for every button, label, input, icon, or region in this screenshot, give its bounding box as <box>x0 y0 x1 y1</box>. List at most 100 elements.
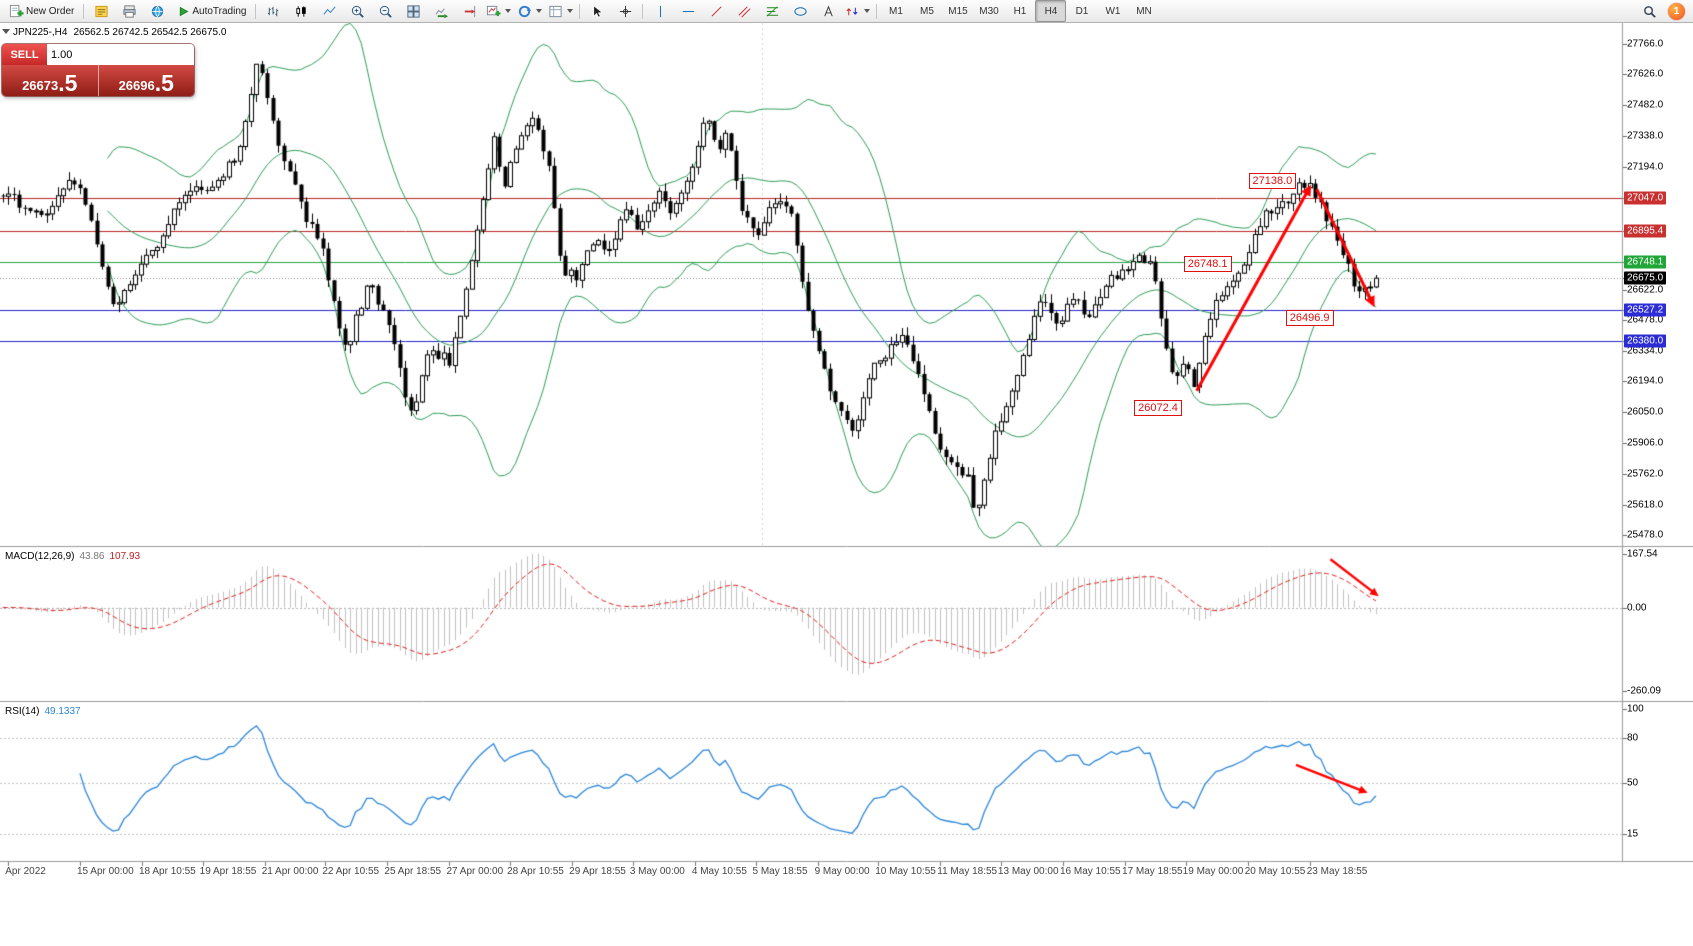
time-axis-label: 19 Apr 18:55 <box>199 866 257 877</box>
time-axis-label: 11 May 18:55 <box>937 866 998 877</box>
cursor-button[interactable] <box>583 0 611 22</box>
timeframe-h4-button[interactable]: H4 <box>1035 0 1067 22</box>
price-scale-label: 27766.0 <box>1627 38 1664 50</box>
zoom-in-button[interactable] <box>343 0 371 22</box>
macd-scale-label: 167.54 <box>1627 548 1658 560</box>
metaeditor-button[interactable] <box>87 0 115 22</box>
text-button[interactable] <box>814 0 842 22</box>
ellipse-icon <box>793 4 808 19</box>
new-chart-button[interactable] <box>483 0 514 22</box>
profiles-icon <box>517 4 532 19</box>
search-button[interactable] <box>1635 0 1663 22</box>
time-axis-label: 4 May 10:55 <box>691 866 747 877</box>
price-scale-label: 26622.0 <box>1627 284 1664 296</box>
metaeditor-icon <box>94 4 109 19</box>
time-axis-label: 16 May 10:55 <box>1059 866 1121 877</box>
buy-price-main: 26696 <box>118 78 155 93</box>
price-line-label: 26527.2 <box>1624 303 1667 317</box>
time-axis-label: 18 Apr 10:55 <box>139 866 196 877</box>
trendline-button[interactable] <box>702 0 730 22</box>
price-line-label: 26895.4 <box>1624 224 1667 238</box>
rsi-scale-label: 100 <box>1627 703 1644 715</box>
print-button[interactable] <box>115 0 143 22</box>
new-order-icon <box>9 4 24 19</box>
new-order-button[interactable]: New Order <box>3 0 80 22</box>
zoom-in-icon <box>350 4 365 19</box>
timeframe-mn-button[interactable]: MN <box>1136 5 1152 17</box>
time-axis-label: 27 Apr 00:00 <box>446 866 504 877</box>
crosshair-button[interactable] <box>611 0 639 22</box>
buy-price-display: 26696.5 <box>97 65 195 96</box>
notification-badge[interactable]: 1 <box>1668 2 1685 20</box>
time-axis-label: 10 May 10:55 <box>875 866 936 877</box>
search-icon <box>1642 4 1657 19</box>
price-scale-label: 27482.0 <box>1627 99 1664 111</box>
price-annotation[interactable]: 26496.9 <box>1285 309 1334 326</box>
fibonacci-button[interactable] <box>758 0 786 22</box>
autotrading-play-icon <box>177 5 190 18</box>
one-click-panel-toggle[interactable] <box>2 29 10 34</box>
profiles-button[interactable] <box>514 0 545 22</box>
rsi-value: 49.1337 <box>44 706 81 717</box>
timeframe-m15-button[interactable]: M15 <box>948 5 968 17</box>
dropdown-caret <box>864 9 871 13</box>
time-axis-label: 21 Apr 00:00 <box>261 866 319 877</box>
community-button[interactable] <box>143 0 171 22</box>
price-scale-label: 27338.0 <box>1627 130 1664 142</box>
bar-chart-button[interactable] <box>259 0 287 22</box>
volume-input[interactable] <box>47 44 194 65</box>
dropdown-caret <box>536 9 543 13</box>
price-annotation[interactable]: 27138.0 <box>1248 172 1297 189</box>
timeframe-h1-button[interactable]: H1 <box>1013 5 1027 17</box>
price-annotation[interactable]: 26748.1 <box>1183 256 1232 273</box>
time-axis-label: 3 May 00:00 <box>629 866 685 877</box>
line-chart-button[interactable] <box>315 0 343 22</box>
timeframe-m30-button[interactable]: M30 <box>979 5 999 17</box>
time-axis-label: 19 May 00:00 <box>1182 866 1244 877</box>
channel-button[interactable] <box>730 0 758 22</box>
sell-button[interactable]: SELL <box>2 44 47 65</box>
rsi-scale-label: 15 <box>1627 828 1639 840</box>
ellipse-button[interactable] <box>786 0 814 22</box>
globe-icon <box>150 4 165 19</box>
macd-scale-label: 0.00 <box>1627 602 1647 614</box>
price-annotation[interactable]: 26072.4 <box>1134 400 1182 416</box>
tile-windows-button[interactable] <box>399 0 427 22</box>
new-chart-icon <box>486 4 501 19</box>
timeframe-m1-button[interactable]: M1 <box>889 5 903 17</box>
time-axis-label: 20 May 10:55 <box>1244 866 1306 877</box>
templates-button[interactable] <box>545 0 576 22</box>
vertical-line-button[interactable] <box>646 0 674 22</box>
price-scale-label: 26478.0 <box>1627 314 1664 326</box>
fibonacci-icon <box>765 4 780 19</box>
chart-shift-button[interactable] <box>455 0 483 22</box>
cursor-icon <box>590 4 605 19</box>
toolbar-separator <box>876 3 878 19</box>
line-chart-icon <box>322 4 337 19</box>
price-scale-label: 26334.0 <box>1627 345 1664 357</box>
time-axis-label: 28 Apr 10:55 <box>507 866 564 877</box>
time-axis-label: 23 May 18:55 <box>1306 866 1368 877</box>
zoom-out-icon <box>378 4 393 19</box>
price-scale-label: 26050.0 <box>1627 406 1664 418</box>
candlestick-chart-button[interactable] <box>287 0 315 22</box>
zoom-out-button[interactable] <box>371 0 399 22</box>
timeframe-m5-button[interactable]: M5 <box>920 5 934 17</box>
autotrading-button[interactable]: AutoTrading <box>171 0 252 22</box>
chart-info-line: JPN225-,H4 26562.5 26742.5 26542.5 26675.… <box>13 27 232 38</box>
main-toolbar: New Order AutoTrading M1 M5 M15 M30 H1 H… <box>0 0 1693 23</box>
price-scale-label: 27626.0 <box>1627 68 1664 80</box>
rsi-indicator-header: RSI(14) 49.1337 <box>5 706 86 717</box>
time-axis-label: 15 Apr 00:00 <box>76 866 134 877</box>
timeframe-w1-button[interactable]: W1 <box>1105 5 1121 17</box>
symbol-period-label: JPN225-,H4 <box>13 27 68 38</box>
dropdown-caret <box>567 9 574 13</box>
horizontal-line-button[interactable] <box>674 0 702 22</box>
timeframe-d1-button[interactable]: D1 <box>1075 5 1089 17</box>
auto-scroll-button[interactable] <box>427 0 455 22</box>
arrows-button[interactable] <box>842 0 873 22</box>
ohlc-values: 26562.5 26742.5 26542.5 26675.0 <box>73 27 227 38</box>
printer-icon <box>122 4 137 19</box>
